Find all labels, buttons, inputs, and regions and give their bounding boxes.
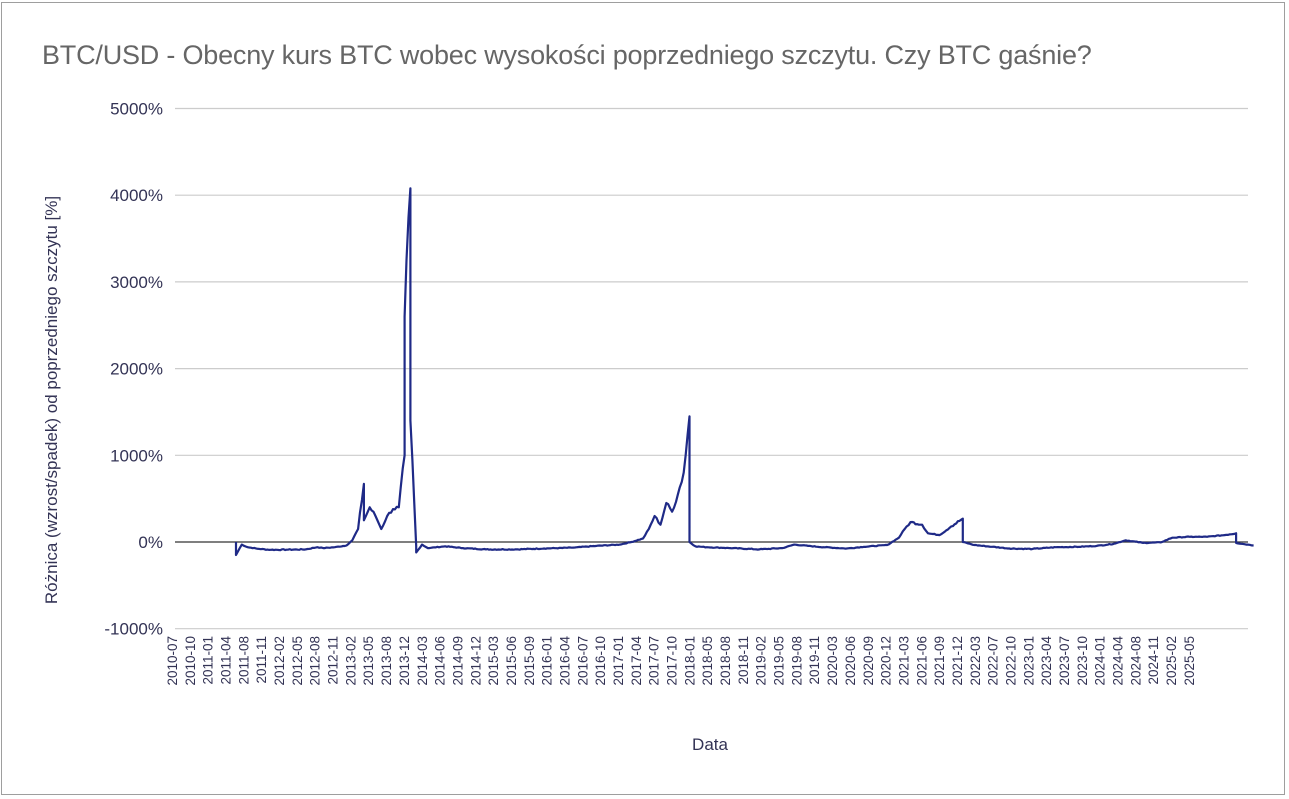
x-tick-label: 2016-07 xyxy=(575,636,590,686)
x-tick-label: 2023-01 xyxy=(1021,636,1036,686)
x-tick-label: 2012-02 xyxy=(272,636,287,686)
chart-title: BTC/USD - Obecny kurs BTC wobec wysokośc… xyxy=(42,40,1092,70)
y-tick-label: 4000% xyxy=(110,186,163,205)
x-tick-label: 2020-09 xyxy=(861,636,876,686)
x-tick-label: 2015-09 xyxy=(522,636,537,686)
x-tick-label: 2013-08 xyxy=(379,636,394,686)
x-tick-label: 2020-06 xyxy=(843,636,858,686)
x-tick-label: 2017-10 xyxy=(665,636,680,686)
x-tick-label: 2019-08 xyxy=(789,636,804,686)
x-tick-label: 2012-11 xyxy=(326,636,341,685)
y-axis-ticks: 5000% 4000% 3000% 2000% 1000% 0% -1000% xyxy=(104,100,163,639)
x-tick-label: 2022-10 xyxy=(1003,636,1018,686)
y-tick-label: 0% xyxy=(138,533,163,552)
y-tick-label: 5000% xyxy=(110,100,163,119)
x-tick-label: 2021-03 xyxy=(896,636,911,686)
x-tick-label: 2021-06 xyxy=(914,636,929,686)
x-tick-label: 2024-11 xyxy=(1146,636,1161,685)
x-tick-label: 2010-07 xyxy=(165,636,180,686)
y-tick-label: 3000% xyxy=(110,273,163,292)
x-tick-label: 2016-10 xyxy=(593,636,608,686)
x-tick-label: 2014-03 xyxy=(415,636,430,686)
x-axis-ticks: 2010-07 2010-10 2011-01 2011-04 2011-08 2011-… xyxy=(165,636,1197,686)
x-tick-label: 2022-07 xyxy=(986,636,1001,686)
x-tick-label: 2014-09 xyxy=(450,636,465,686)
x-tick-label: 2018-08 xyxy=(718,636,733,686)
x-tick-label: 2019-05 xyxy=(772,636,787,686)
gridlines xyxy=(175,107,1248,630)
x-tick-label: 2021-12 xyxy=(950,636,965,686)
x-tick-label: 2011-11 xyxy=(254,636,269,684)
x-tick-label: 2018-01 xyxy=(682,636,697,686)
x-tick-label: 2010-10 xyxy=(183,636,198,686)
x-tick-label: 2018-05 xyxy=(700,636,715,686)
x-tick-label: 2013-05 xyxy=(361,636,376,686)
x-tick-label: 2011-01 xyxy=(201,636,216,685)
x-tick-label: 2011-08 xyxy=(236,636,251,685)
x-tick-label: 2022-03 xyxy=(968,636,983,686)
data-series xyxy=(234,187,1254,557)
x-tick-label: 2019-02 xyxy=(754,636,769,686)
x-tick-label: 2011-04 xyxy=(219,636,234,685)
x-tick-label: 2017-01 xyxy=(611,636,626,686)
x-tick-label: 2024-04 xyxy=(1111,636,1126,686)
x-tick-label: 2013-12 xyxy=(397,636,412,686)
data-line xyxy=(234,187,1254,557)
x-tick-label: 2025-02 xyxy=(1164,636,1179,686)
x-tick-label: 2013-02 xyxy=(343,636,358,686)
x-tick-label: 2014-06 xyxy=(433,636,448,686)
x-tick-label: 2024-08 xyxy=(1128,636,1143,686)
x-tick-label: 2017-07 xyxy=(647,636,662,686)
x-tick-label: 2020-12 xyxy=(879,636,894,686)
x-tick-label: 2016-04 xyxy=(557,636,572,686)
x-axis-title: Data xyxy=(692,735,728,754)
y-tick-label: 1000% xyxy=(110,446,163,465)
y-tick-label: 2000% xyxy=(110,360,163,379)
x-tick-label: 2012-05 xyxy=(290,636,305,686)
x-tick-label: 2024-01 xyxy=(1093,636,1108,686)
x-tick-label: 2023-07 xyxy=(1057,636,1072,686)
x-tick-label: 2016-01 xyxy=(540,636,555,686)
x-tick-label: 2018-11 xyxy=(736,636,751,685)
y-tick-label: -1000% xyxy=(104,620,163,639)
x-tick-label: 2019-11 xyxy=(807,636,822,685)
x-tick-label: 2014-12 xyxy=(468,636,483,686)
x-tick-label: 2012-08 xyxy=(308,636,323,686)
x-tick-label: 2017-04 xyxy=(629,636,644,686)
x-tick-label: 2023-04 xyxy=(1039,636,1054,686)
x-tick-label: 2015-06 xyxy=(504,636,519,686)
x-tick-label: 2015-03 xyxy=(486,636,501,686)
x-tick-label: 2020-03 xyxy=(825,636,840,686)
x-tick-label: 2023-10 xyxy=(1075,636,1090,686)
x-tick-label: 2021-09 xyxy=(932,636,947,686)
x-tick-label: 2025-05 xyxy=(1182,636,1197,686)
